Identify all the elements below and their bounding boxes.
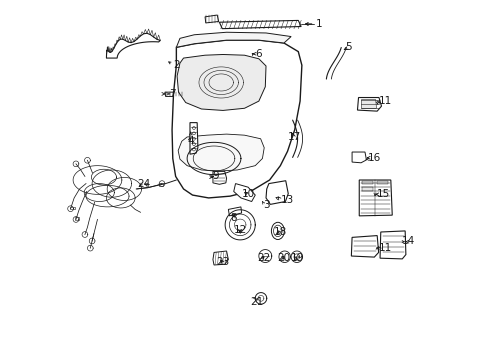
Polygon shape <box>361 100 376 108</box>
Text: 7: 7 <box>169 89 176 99</box>
Text: 21: 21 <box>250 297 263 307</box>
Polygon shape <box>357 98 381 111</box>
Bar <box>376 181 387 184</box>
Ellipse shape <box>273 225 282 237</box>
Polygon shape <box>265 181 287 204</box>
Text: 12: 12 <box>234 225 247 235</box>
Text: 15: 15 <box>376 189 389 199</box>
Text: 24: 24 <box>137 179 150 189</box>
Polygon shape <box>176 32 290 47</box>
Text: 16: 16 <box>367 153 381 163</box>
Text: 14: 14 <box>402 236 415 246</box>
Polygon shape <box>235 50 252 57</box>
Text: 11: 11 <box>378 243 391 253</box>
Text: 22: 22 <box>257 253 270 263</box>
Bar <box>362 181 372 184</box>
Text: 17: 17 <box>287 132 301 142</box>
Polygon shape <box>106 33 160 58</box>
Polygon shape <box>212 251 228 265</box>
Polygon shape <box>351 152 366 163</box>
Text: 20: 20 <box>277 253 290 263</box>
Text: 11: 11 <box>378 96 391 106</box>
Text: 18: 18 <box>273 227 286 237</box>
Text: 13: 13 <box>280 195 293 205</box>
Text: 2: 2 <box>173 60 179 70</box>
Text: 5: 5 <box>345 42 351 52</box>
Ellipse shape <box>271 222 284 239</box>
Text: 4: 4 <box>187 136 194 145</box>
Polygon shape <box>228 207 241 216</box>
Bar <box>362 187 372 191</box>
Bar <box>74 217 79 220</box>
Text: 23: 23 <box>216 257 229 267</box>
Text: 3: 3 <box>262 200 269 210</box>
Text: 10: 10 <box>241 189 254 199</box>
Polygon shape <box>351 235 378 257</box>
Polygon shape <box>219 21 301 29</box>
Polygon shape <box>177 54 265 111</box>
Text: 19: 19 <box>290 253 303 263</box>
Bar <box>159 183 163 186</box>
Text: 1: 1 <box>316 19 322 29</box>
Polygon shape <box>204 15 218 23</box>
Text: 9: 9 <box>212 171 219 181</box>
Bar <box>70 207 74 210</box>
Polygon shape <box>190 123 198 154</box>
Polygon shape <box>164 92 184 96</box>
Polygon shape <box>212 171 226 184</box>
Polygon shape <box>233 184 255 202</box>
Polygon shape <box>172 40 301 198</box>
Polygon shape <box>379 231 405 259</box>
Text: 6: 6 <box>255 49 262 59</box>
Text: 8: 8 <box>230 213 237 222</box>
Polygon shape <box>237 52 250 55</box>
Polygon shape <box>178 134 264 171</box>
Polygon shape <box>359 180 391 216</box>
